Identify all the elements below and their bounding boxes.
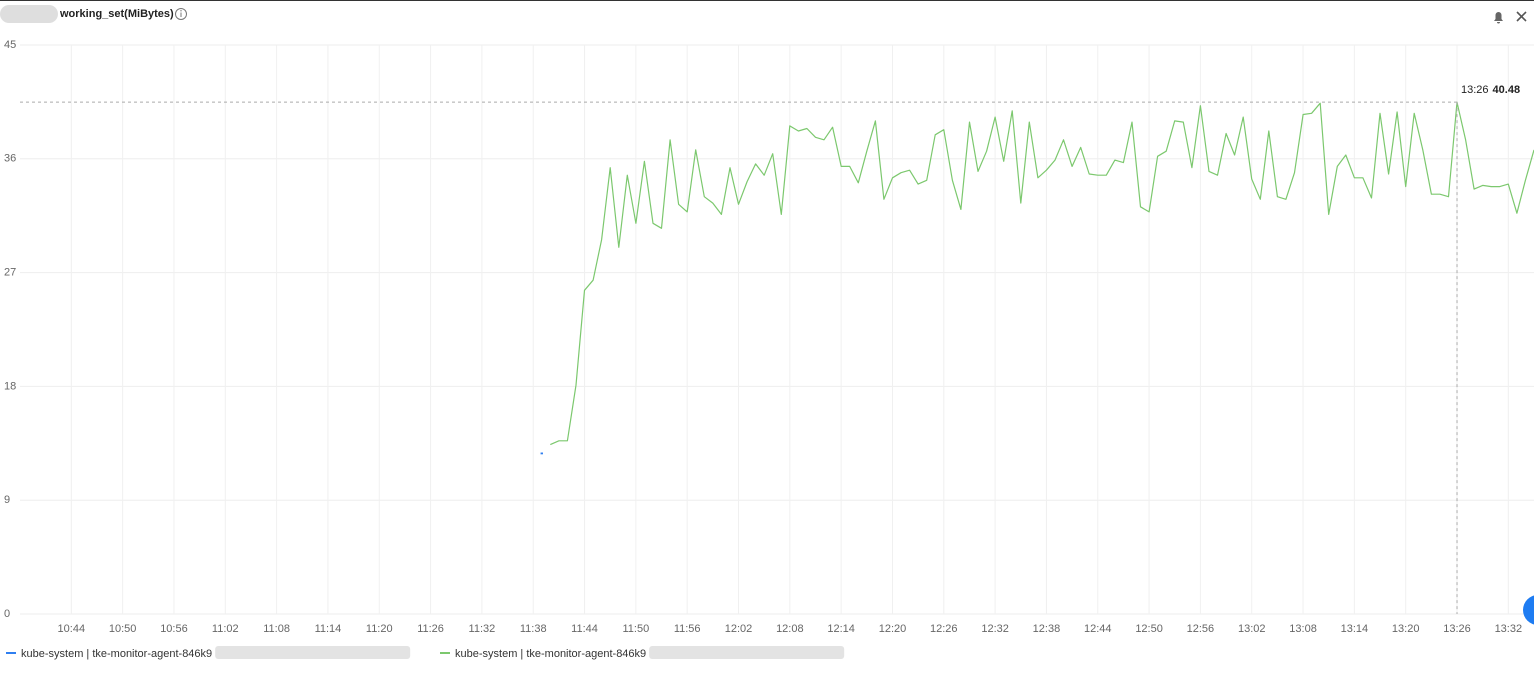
x-tick-label: 10:44 (58, 623, 86, 635)
x-tick-label: 11:32 (469, 623, 496, 635)
y-tick-label: 18 (4, 380, 16, 392)
x-tick-label: 12:20 (879, 623, 907, 635)
x-tick-label: 13:26 (1443, 623, 1471, 635)
x-tick-label: 12:08 (776, 623, 804, 635)
x-tick-label: 12:26 (930, 623, 958, 635)
info-dot (180, 10, 182, 12)
x-tick-label: 11:44 (571, 623, 598, 635)
x-tick-label: 13:14 (1341, 623, 1369, 635)
alarm-button[interactable] (1494, 12, 1503, 24)
legend-label: kube-system | tke-monitor-agent-846k9 (455, 648, 646, 660)
close-button[interactable] (1516, 11, 1527, 22)
x-tick-label: 11:20 (366, 623, 393, 635)
x-tick-label: 13:20 (1392, 623, 1420, 635)
x-tick-label: 10:56 (160, 623, 188, 635)
bell-icon (1494, 12, 1503, 24)
x-tick-label: 11:26 (417, 623, 444, 635)
legend-item[interactable]: kube-system | tke-monitor-agent-846k9 (6, 646, 411, 660)
y-tick-label: 45 (4, 39, 16, 51)
x-tick-label: 12:38 (1033, 623, 1061, 635)
x-tick-label: 11:08 (263, 623, 290, 635)
x-tick-label: 11:02 (212, 623, 239, 635)
blurred-prefix (0, 5, 58, 23)
legend-item[interactable]: kube-system | tke-monitor-agent-846k9 (440, 646, 845, 660)
x-tick-label: 12:50 (1135, 623, 1163, 635)
x-tick-label: 10:50 (109, 623, 137, 635)
blurred-suffix (215, 646, 411, 659)
x-tick-label: 12:14 (827, 623, 855, 635)
x-tick-label: 11:14 (315, 623, 342, 635)
x-tick-label: 13:02 (1238, 623, 1266, 635)
y-tick-label: 36 (4, 153, 16, 165)
y-tick-label: 9 (4, 494, 10, 506)
blurred-suffix (649, 646, 845, 659)
chart-title: working_set(MiBytes) (59, 8, 174, 20)
x-tick-label: 11:50 (623, 623, 650, 635)
close-stroke (1516, 11, 1527, 22)
x-tick-label: 11:56 (674, 623, 701, 635)
info-icon[interactable] (175, 8, 187, 20)
x-tick-label: 13:08 (1289, 623, 1317, 635)
y-tick-label: 0 (4, 608, 10, 620)
series-lines (540, 101, 1534, 455)
floating-button[interactable] (1523, 595, 1534, 625)
x-tick-label: 12:02 (725, 623, 753, 635)
crosshair: 13:26 40.48 (20, 84, 1520, 614)
series-line (550, 101, 1534, 446)
tooltip-value: 40.48 (1493, 84, 1521, 96)
legend-label: kube-system | tke-monitor-agent-846k9 (21, 648, 212, 660)
grid: 0 9 18 27 36 45 10:44 10:50 10:56 11:02 11:08 11:14… (4, 39, 1534, 635)
x-tick-label: 12:32 (981, 623, 1009, 635)
y-tick-label: 27 (4, 267, 16, 279)
x-tick-label: 13:32 (1495, 623, 1523, 635)
x-tick-label: 12:44 (1084, 623, 1112, 635)
info-circle (175, 8, 187, 20)
x-tick-label: 11:38 (520, 623, 547, 635)
legend: kube-system | tke-monitor-agent-846k9 kub… (6, 646, 845, 660)
tooltip-time: 13:26 (1461, 84, 1489, 96)
x-tick-label: 12:56 (1187, 623, 1215, 635)
